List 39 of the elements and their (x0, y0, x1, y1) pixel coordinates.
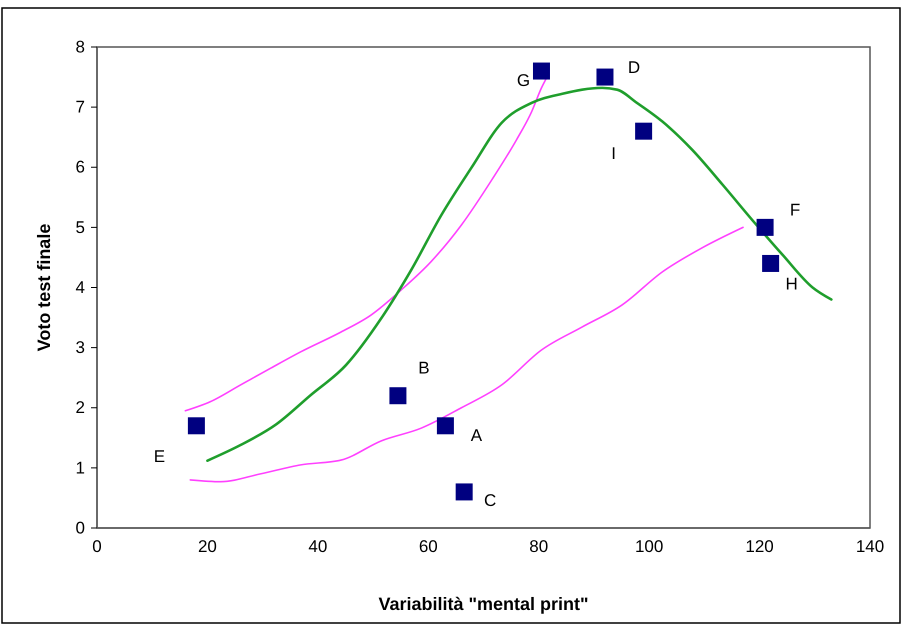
x-tick-label: 0 (92, 537, 102, 556)
annotation: A (470, 426, 483, 445)
annotation: B (418, 358, 430, 378)
y-tick-label: 2 (76, 398, 85, 418)
x-tick-label: 40 (308, 537, 328, 556)
y-tick-label: 8 (76, 37, 85, 56)
y-tick-label: 6 (76, 158, 85, 177)
y-tick-label: 0 (76, 518, 85, 538)
x-tick-label: 100 (634, 537, 664, 556)
x-tick-label: 20 (198, 537, 217, 556)
annotation: I (611, 144, 616, 164)
y-axis-title: Voto test finale (34, 224, 54, 352)
annotation: C (484, 490, 496, 510)
annotation: H (785, 274, 798, 294)
line-series (190, 226, 744, 483)
point (635, 122, 652, 140)
point (596, 68, 614, 86)
annotation: F (790, 200, 800, 220)
point (188, 417, 205, 434)
y-tick-label: 1 (76, 458, 85, 478)
y-tick-label: 7 (76, 98, 85, 117)
x-tick-label: 120 (745, 537, 774, 556)
y-tick-label: 3 (76, 338, 85, 358)
x-tick-label: 140 (856, 537, 884, 556)
x-axis-title: Variabilità "mental print" (378, 594, 589, 614)
point (389, 387, 406, 404)
x-tick-label: 60 (418, 537, 438, 556)
y-tick-label: 5 (76, 218, 85, 237)
annotation: D (628, 58, 640, 78)
point (436, 417, 454, 434)
x-tick-label: 80 (529, 537, 548, 556)
point (762, 254, 780, 272)
point (756, 218, 774, 236)
y-tick-label: 4 (76, 278, 85, 297)
point (532, 62, 550, 80)
annotation: E (154, 446, 166, 466)
annotation: G (516, 71, 530, 90)
point (456, 483, 473, 500)
line-series (206, 86, 833, 462)
